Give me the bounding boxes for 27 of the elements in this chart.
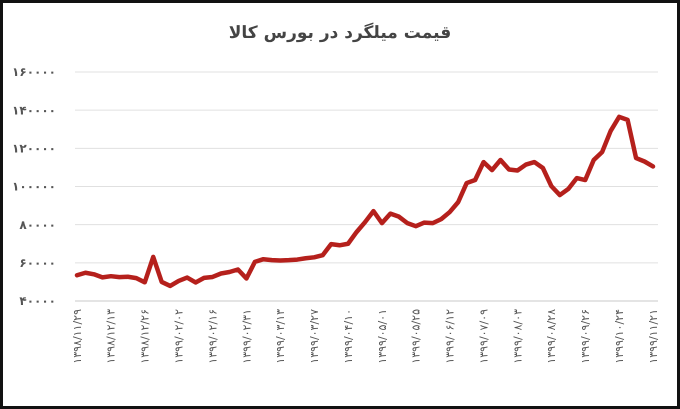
x-tick-label: ۱۳۹۸/۱۲/۱۳	[104, 308, 118, 364]
y-tick-label: ۱۰۰۰۰۰	[12, 180, 56, 194]
x-tick-label: ۱۳۹۹/۰۳/۲۷	[308, 308, 322, 364]
x-tick-label: ۱۳۹۹/۱۰/۲۴	[612, 308, 626, 364]
chart-title: قیمت میلگرد در بورس کالا	[228, 22, 452, 43]
x-tick-label: ۱۳۹۸/۱۱/۲۹	[70, 308, 84, 364]
x-tick-label: ۱۳۹۹/۰۶/۱۲	[444, 308, 457, 364]
x-tick-label: ۱۳۹۹/۰۷/۰۹	[477, 308, 490, 364]
x-tick-label: ۱۳۹۹/۰۸/۲۸	[545, 308, 558, 364]
line-series	[74, 114, 656, 288]
y-tick-label: ۶۰۰۰۰	[19, 256, 56, 270]
x-tick-label: ۱۳۹۹/۰۸/۰۳	[511, 308, 524, 364]
x-tick-label: ۱۳۹۹/۱۱/۲۱	[646, 309, 660, 364]
x-tick-label: ۱۳۹۹/۰۵/۰۱	[376, 309, 389, 364]
y-tick-label: ۱۴۰۰۰۰	[12, 103, 56, 118]
x-tick-label: ۱۳۹۹/۰۳/۱۳	[274, 308, 288, 364]
x-tick-label: ۱۳۹۸/۱۲/۲۶	[138, 309, 152, 364]
x-tick-label: ۱۳۹۹/۰۹/۲۶	[579, 309, 592, 364]
y-tick-label: ۸۰۰۰۰	[19, 218, 56, 232]
x-tick-label: ۱۳۹۹/۰۲/۰۲	[172, 308, 186, 364]
y-tick-label: ۱۲۰۰۰۰	[12, 142, 56, 156]
x-tick-label: ۱۳۹۹/۰۲/۱۶	[206, 309, 220, 364]
x-tick-label: ۱۳۹۹/۰۴/۱۰	[342, 309, 355, 364]
y-tick-label: ۱۶۰۰۰۰	[12, 65, 56, 80]
x-tick-label: ۱۳۹۹/۰۵/۲۵	[410, 308, 423, 364]
x-tick-label: ۱۳۹۹/۰۲/۳۱	[240, 309, 254, 364]
y-tick-label: ۴۰۰۰۰	[19, 294, 56, 308]
